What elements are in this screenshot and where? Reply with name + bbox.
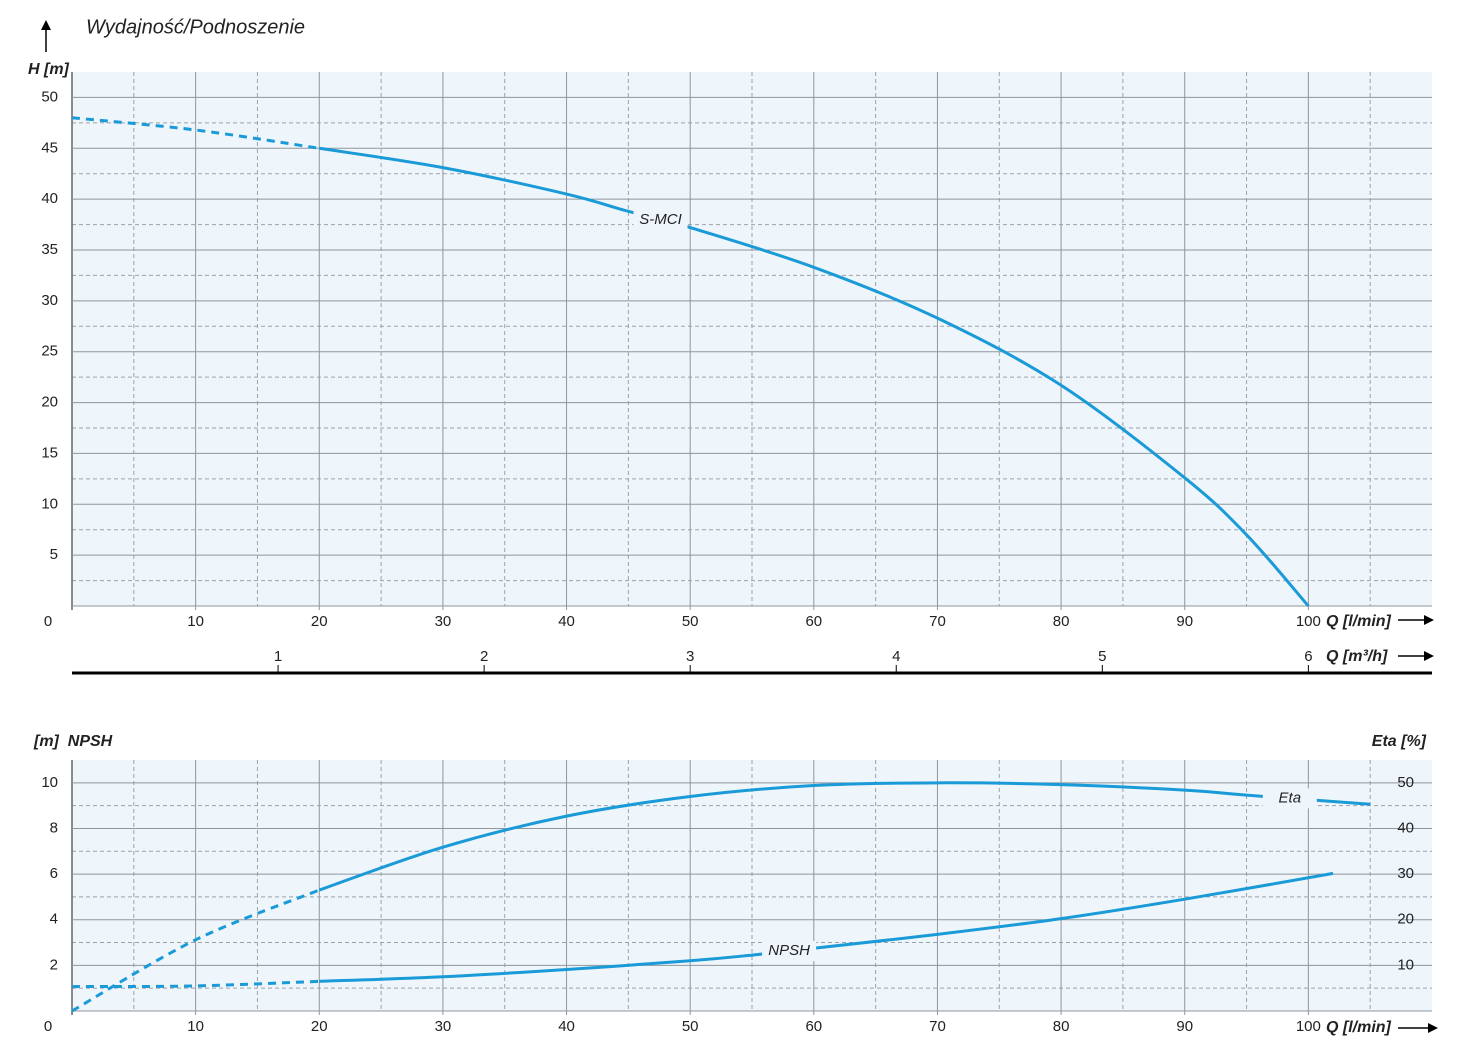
x-tick-label: 40 [558, 613, 575, 630]
x2-tick-label: 4 [892, 648, 900, 665]
x-axis-label: Q [l/min] [1326, 613, 1392, 630]
x-tick-label: 90 [1176, 613, 1193, 630]
x2-tick-label: 1 [274, 648, 282, 665]
x-tick-label: 90 [1176, 1018, 1193, 1035]
y-tick-label: 15 [41, 444, 58, 461]
x-tick-label: 30 [435, 1018, 452, 1035]
x-tick-label: 20 [311, 613, 328, 630]
arrow-head [1428, 1023, 1438, 1033]
x2-tick-label: 5 [1098, 648, 1106, 665]
series-line-dashed [71, 888, 320, 1013]
series-label: S-MCI [639, 211, 682, 228]
y-tick-label: 10 [41, 774, 58, 791]
x-tick-label: 20 [311, 1018, 328, 1035]
x-tick-label: 60 [805, 613, 822, 630]
x-tick-label: 0 [44, 1018, 52, 1035]
plots: 0 10 20 30 40 50 60 70 80 90 100510152025303540455… [41, 72, 1432, 1035]
y2-tick-label: 30 [1397, 865, 1414, 882]
x-tick-label: 10 [187, 613, 204, 630]
series-line-dashed [71, 979, 320, 989]
y-axis-label: [m] NPSH [33, 733, 113, 750]
x-tick-label: 100 [1296, 1018, 1321, 1035]
x-tick-label: 80 [1053, 613, 1070, 630]
x-axis-label: Q [l/min] [1326, 1019, 1392, 1036]
y-tick-label: 25 [41, 343, 58, 360]
x-tick-label: 50 [682, 613, 699, 630]
y-tick-label: 4 [50, 911, 58, 928]
x-tick-label: 100 [1296, 613, 1321, 630]
series-label: NPSH [768, 942, 810, 959]
x2-tick-label: 2 [480, 648, 488, 665]
x-tick-label: 70 [929, 1018, 946, 1035]
y2-tick-label: 40 [1397, 819, 1414, 836]
y-tick-label: 35 [41, 241, 58, 258]
series-label-bg [1262, 788, 1317, 809]
x2-axis-label: Q [m³/h] [1326, 648, 1388, 665]
chart-title: Wydajność/Podnoszenie [86, 16, 305, 38]
y-tick-label: 20 [41, 394, 58, 411]
y-tick-label: 5 [50, 546, 58, 563]
x2-tick-label: 6 [1304, 648, 1312, 665]
y2-tick-label: 20 [1397, 911, 1414, 928]
y-axis-label: H [m] [28, 61, 70, 78]
y-tick-label: 30 [41, 292, 58, 309]
y2-tick-label: 50 [1397, 774, 1414, 791]
series-line [318, 781, 1371, 892]
y-tick-label: 6 [50, 865, 58, 882]
y2-tick-label: 10 [1397, 956, 1414, 973]
plot-background [72, 760, 1432, 1011]
y-tick-label: 40 [41, 190, 58, 207]
y-tick-label: 8 [50, 819, 58, 836]
x-tick-label: 40 [558, 1018, 575, 1035]
series-label-bg [762, 940, 817, 961]
x-tick-label: 50 [682, 1018, 699, 1035]
x-tick-label: 70 [929, 613, 946, 630]
arrow-head [41, 20, 51, 30]
y2-axis-label: Eta [%] [1372, 733, 1427, 750]
series-line [319, 146, 1310, 607]
series-line-dashed [71, 116, 320, 150]
x-tick-label: 0 [44, 613, 52, 630]
x2-tick-label: 3 [686, 648, 694, 665]
arrow-head [1424, 651, 1434, 661]
y-tick-label: 10 [41, 495, 58, 512]
y-tick-label: 2 [50, 956, 58, 973]
series-label-bg [633, 209, 688, 230]
x-tick-label: 80 [1053, 1018, 1070, 1035]
arrow-head [1424, 615, 1434, 625]
x-tick-label: 30 [435, 613, 452, 630]
x-tick-label: 10 [187, 1018, 204, 1035]
x-tick-label: 60 [805, 1018, 822, 1035]
y-tick-label: 50 [41, 88, 58, 105]
y-tick-label: 45 [41, 139, 58, 156]
series-label: Eta [1279, 789, 1302, 806]
